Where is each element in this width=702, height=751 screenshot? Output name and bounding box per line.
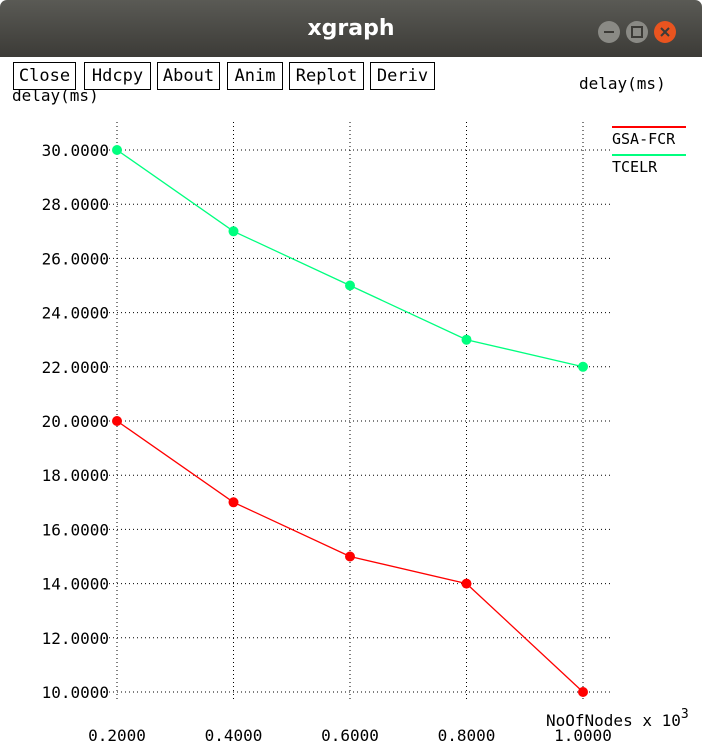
x-tick-label: 0.6000 xyxy=(321,726,379,745)
maximize-button[interactable] xyxy=(626,21,648,43)
x-tick-label: 0.4000 xyxy=(205,726,263,745)
data-point xyxy=(112,416,122,426)
about-button[interactable]: About xyxy=(157,62,220,90)
y-tick-label: 28.0000 xyxy=(42,195,109,214)
y-tick-label: 26.0000 xyxy=(42,249,109,268)
data-point xyxy=(461,334,472,345)
y-tick-label: 24.0000 xyxy=(42,304,109,323)
x-tick-label: 0.8000 xyxy=(438,726,496,745)
x-tick-label: 0.2000 xyxy=(88,726,146,745)
legend-label: GSA-FCR xyxy=(612,130,676,148)
deriv-button[interactable]: Deriv xyxy=(370,62,435,90)
data-point xyxy=(228,497,239,508)
data-point xyxy=(345,280,355,291)
y-axis-label: delay(ms) xyxy=(579,74,666,93)
close-window-button[interactable] xyxy=(654,21,676,43)
data-point xyxy=(461,578,472,589)
title-bar xyxy=(0,0,702,57)
y-tick-label: 18.0000 xyxy=(42,466,109,485)
y-tick-label: 16.0000 xyxy=(42,520,109,539)
replot-button[interactable]: Replot xyxy=(289,62,364,90)
close-button[interactable]: Close xyxy=(13,62,76,90)
anim-button[interactable]: Anim xyxy=(227,62,283,90)
y-tick-label: 14.0000 xyxy=(42,575,109,594)
data-point xyxy=(112,145,122,155)
x-axis-label: NoOfNodes x 103 xyxy=(546,707,689,730)
close-icon xyxy=(660,27,670,37)
data-point xyxy=(578,361,588,372)
y-tick-label: 20.0000 xyxy=(42,412,109,431)
y-axis-label-secondary: delay(ms) xyxy=(12,86,99,105)
hdcpy-button[interactable]: Hdcpy xyxy=(84,62,151,90)
minimize-button[interactable] xyxy=(598,21,620,43)
data-point xyxy=(345,551,355,562)
x-tick-label: 1.0000 xyxy=(554,726,612,745)
window-title: xgraph xyxy=(307,16,395,41)
y-tick-label: 22.0000 xyxy=(42,358,109,377)
y-tick-label: 30.0000 xyxy=(42,141,109,160)
minimize-icon xyxy=(604,31,614,33)
data-point xyxy=(228,226,239,237)
y-tick-label: 10.0000 xyxy=(42,683,109,702)
legend-label: TCELR xyxy=(612,158,658,176)
data-point xyxy=(578,687,588,697)
maximize-icon xyxy=(631,26,643,38)
y-tick-label: 12.0000 xyxy=(42,629,109,648)
